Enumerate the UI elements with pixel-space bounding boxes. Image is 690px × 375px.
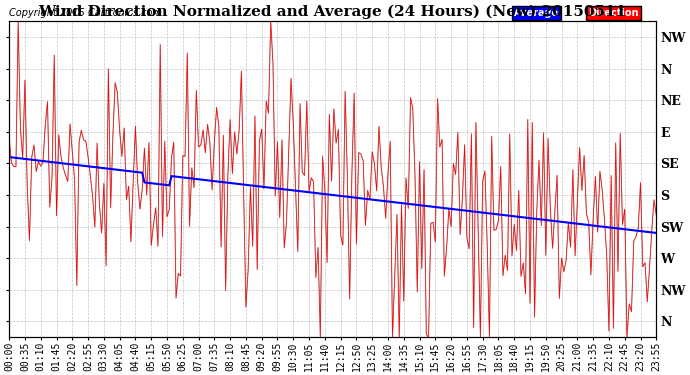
- Text: Direction: Direction: [589, 8, 639, 18]
- Text: Average: Average: [514, 8, 559, 18]
- Text: Copyright 2015 Cartronics.com: Copyright 2015 Cartronics.com: [9, 8, 162, 18]
- Title: Wind Direction Normalized and Average (24 Hours) (New) 20150511: Wind Direction Normalized and Average (2…: [39, 4, 627, 18]
